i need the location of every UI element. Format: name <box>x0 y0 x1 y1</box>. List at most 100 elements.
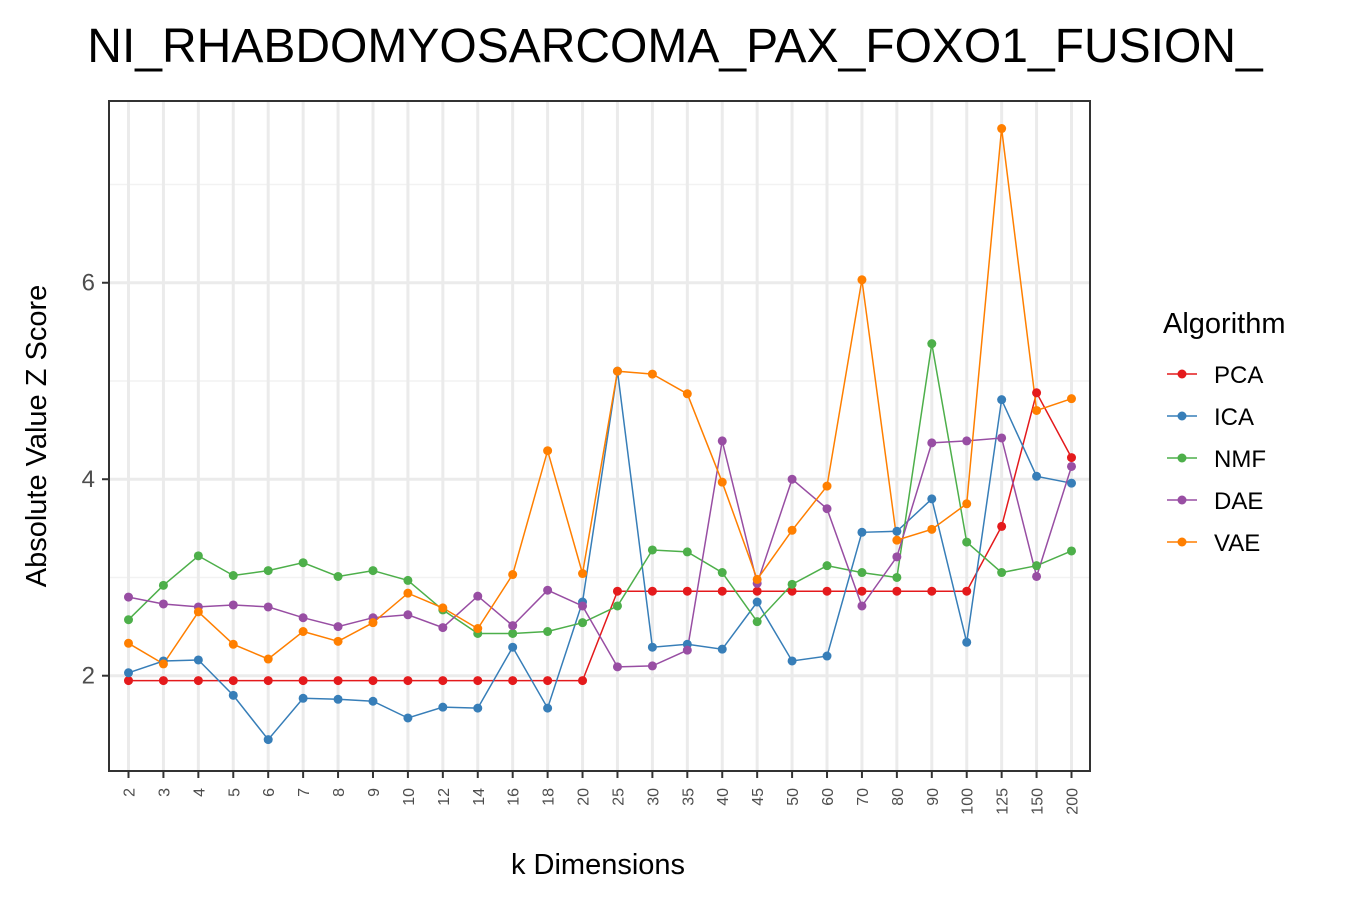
data-point-ica <box>822 651 832 661</box>
data-point-dae <box>927 438 937 448</box>
data-point-vae <box>193 607 203 617</box>
x-tick-label: 60 <box>820 788 837 806</box>
data-point-pca <box>647 586 657 596</box>
data-point-ica <box>124 668 133 678</box>
x-tick-label: 3 <box>156 788 173 797</box>
data-point-pca <box>962 586 972 596</box>
data-point-dae <box>124 592 133 602</box>
data-point-nmf <box>508 628 518 638</box>
data-point-vae <box>578 569 588 579</box>
data-point-dae <box>822 504 832 514</box>
data-point-ica <box>962 637 972 647</box>
data-point-nmf <box>158 580 168 590</box>
data-point-nmf <box>1067 546 1076 556</box>
data-point-pca <box>997 521 1007 531</box>
x-tick-label: 14 <box>471 788 488 806</box>
data-point-nmf <box>543 626 553 636</box>
data-point-dae <box>543 585 553 595</box>
data-point-vae <box>962 499 972 509</box>
data-point-vae <box>717 477 727 487</box>
data-point-ica <box>438 702 448 712</box>
data-point-vae <box>997 124 1007 134</box>
y-tick-label: 6 <box>82 270 95 297</box>
data-point-nmf <box>368 566 378 576</box>
data-point-nmf <box>612 601 622 611</box>
data-point-ica <box>752 597 762 607</box>
data-point-ica <box>1067 478 1076 488</box>
data-point-dae <box>1032 571 1042 581</box>
x-tick-label: 45 <box>750 788 767 806</box>
x-tick-label: 40 <box>715 788 732 806</box>
legend-key-point-ica <box>1177 411 1187 421</box>
chart-title: NI_RHABDOMYOSARCOMA_PAX_FOXO1_FUSION_ <box>87 20 1264 73</box>
data-point-vae <box>403 588 413 598</box>
data-point-vae <box>682 389 692 399</box>
data-point-ica <box>1032 471 1042 481</box>
data-point-nmf <box>822 561 832 571</box>
data-point-vae <box>543 446 553 456</box>
data-point-pca <box>717 586 727 596</box>
data-point-nmf <box>892 572 902 582</box>
data-point-pca <box>892 586 902 596</box>
data-point-nmf <box>403 575 413 585</box>
x-axis-title: k Dimensions <box>511 849 685 881</box>
data-point-ica <box>857 527 867 537</box>
series-line-dae <box>128 437 1073 668</box>
data-point-ica <box>193 655 203 665</box>
data-point-vae <box>822 481 832 491</box>
data-point-dae <box>263 602 273 612</box>
data-point-dae <box>612 662 622 672</box>
data-point-pca <box>578 676 588 686</box>
data-point-vae <box>263 654 273 664</box>
data-point-vae <box>298 626 308 636</box>
x-tick-label: 100 <box>960 788 977 815</box>
x-tick-label: 30 <box>645 788 662 806</box>
x-tick-label: 2 <box>122 788 139 797</box>
data-point-nmf <box>787 579 797 589</box>
data-point-ica <box>403 713 413 723</box>
data-point-dae <box>298 613 308 623</box>
x-tick-label: 35 <box>680 788 697 806</box>
data-point-dae <box>997 433 1007 443</box>
data-point-nmf <box>333 571 343 581</box>
data-point-pca <box>368 676 378 686</box>
legend-key-point-dae <box>1177 495 1187 505</box>
data-point-ica <box>543 703 553 713</box>
data-point-dae <box>473 591 483 601</box>
data-point-ica <box>717 644 727 654</box>
legend-label-dae: DAE <box>1214 488 1263 515</box>
data-point-vae <box>1032 405 1042 415</box>
legend-key-point-vae <box>1177 537 1187 547</box>
data-point-vae <box>647 369 657 379</box>
data-point-dae <box>158 599 168 609</box>
data-point-nmf <box>752 617 762 627</box>
data-point-dae <box>578 601 588 611</box>
x-tick-label: 8 <box>331 788 348 797</box>
data-point-vae <box>927 524 937 534</box>
data-point-nmf <box>717 568 727 578</box>
data-point-nmf <box>927 339 937 349</box>
data-point-pca <box>158 676 168 686</box>
data-point-ica <box>508 642 518 652</box>
legend-label-nmf: NMF <box>1214 446 1266 473</box>
data-point-vae <box>124 638 133 648</box>
plot-panel-border <box>108 100 1091 772</box>
data-point-vae <box>1067 394 1076 404</box>
data-point-pca <box>752 586 762 596</box>
data-point-dae <box>1067 461 1076 471</box>
x-tick-label: 80 <box>890 788 907 806</box>
data-point-vae <box>228 639 238 649</box>
data-point-vae <box>857 275 867 285</box>
data-point-vae <box>752 574 762 584</box>
data-point-ica <box>473 703 483 713</box>
data-point-pca <box>228 676 238 686</box>
data-point-dae <box>403 610 413 620</box>
gridlines <box>109 101 1090 771</box>
data-point-pca <box>263 676 273 686</box>
x-tick-label: 18 <box>541 788 558 806</box>
data-point-ica <box>228 690 238 700</box>
data-point-nmf <box>647 545 657 555</box>
x-tick-label: 90 <box>925 788 942 806</box>
x-tick-label: 6 <box>261 788 278 797</box>
